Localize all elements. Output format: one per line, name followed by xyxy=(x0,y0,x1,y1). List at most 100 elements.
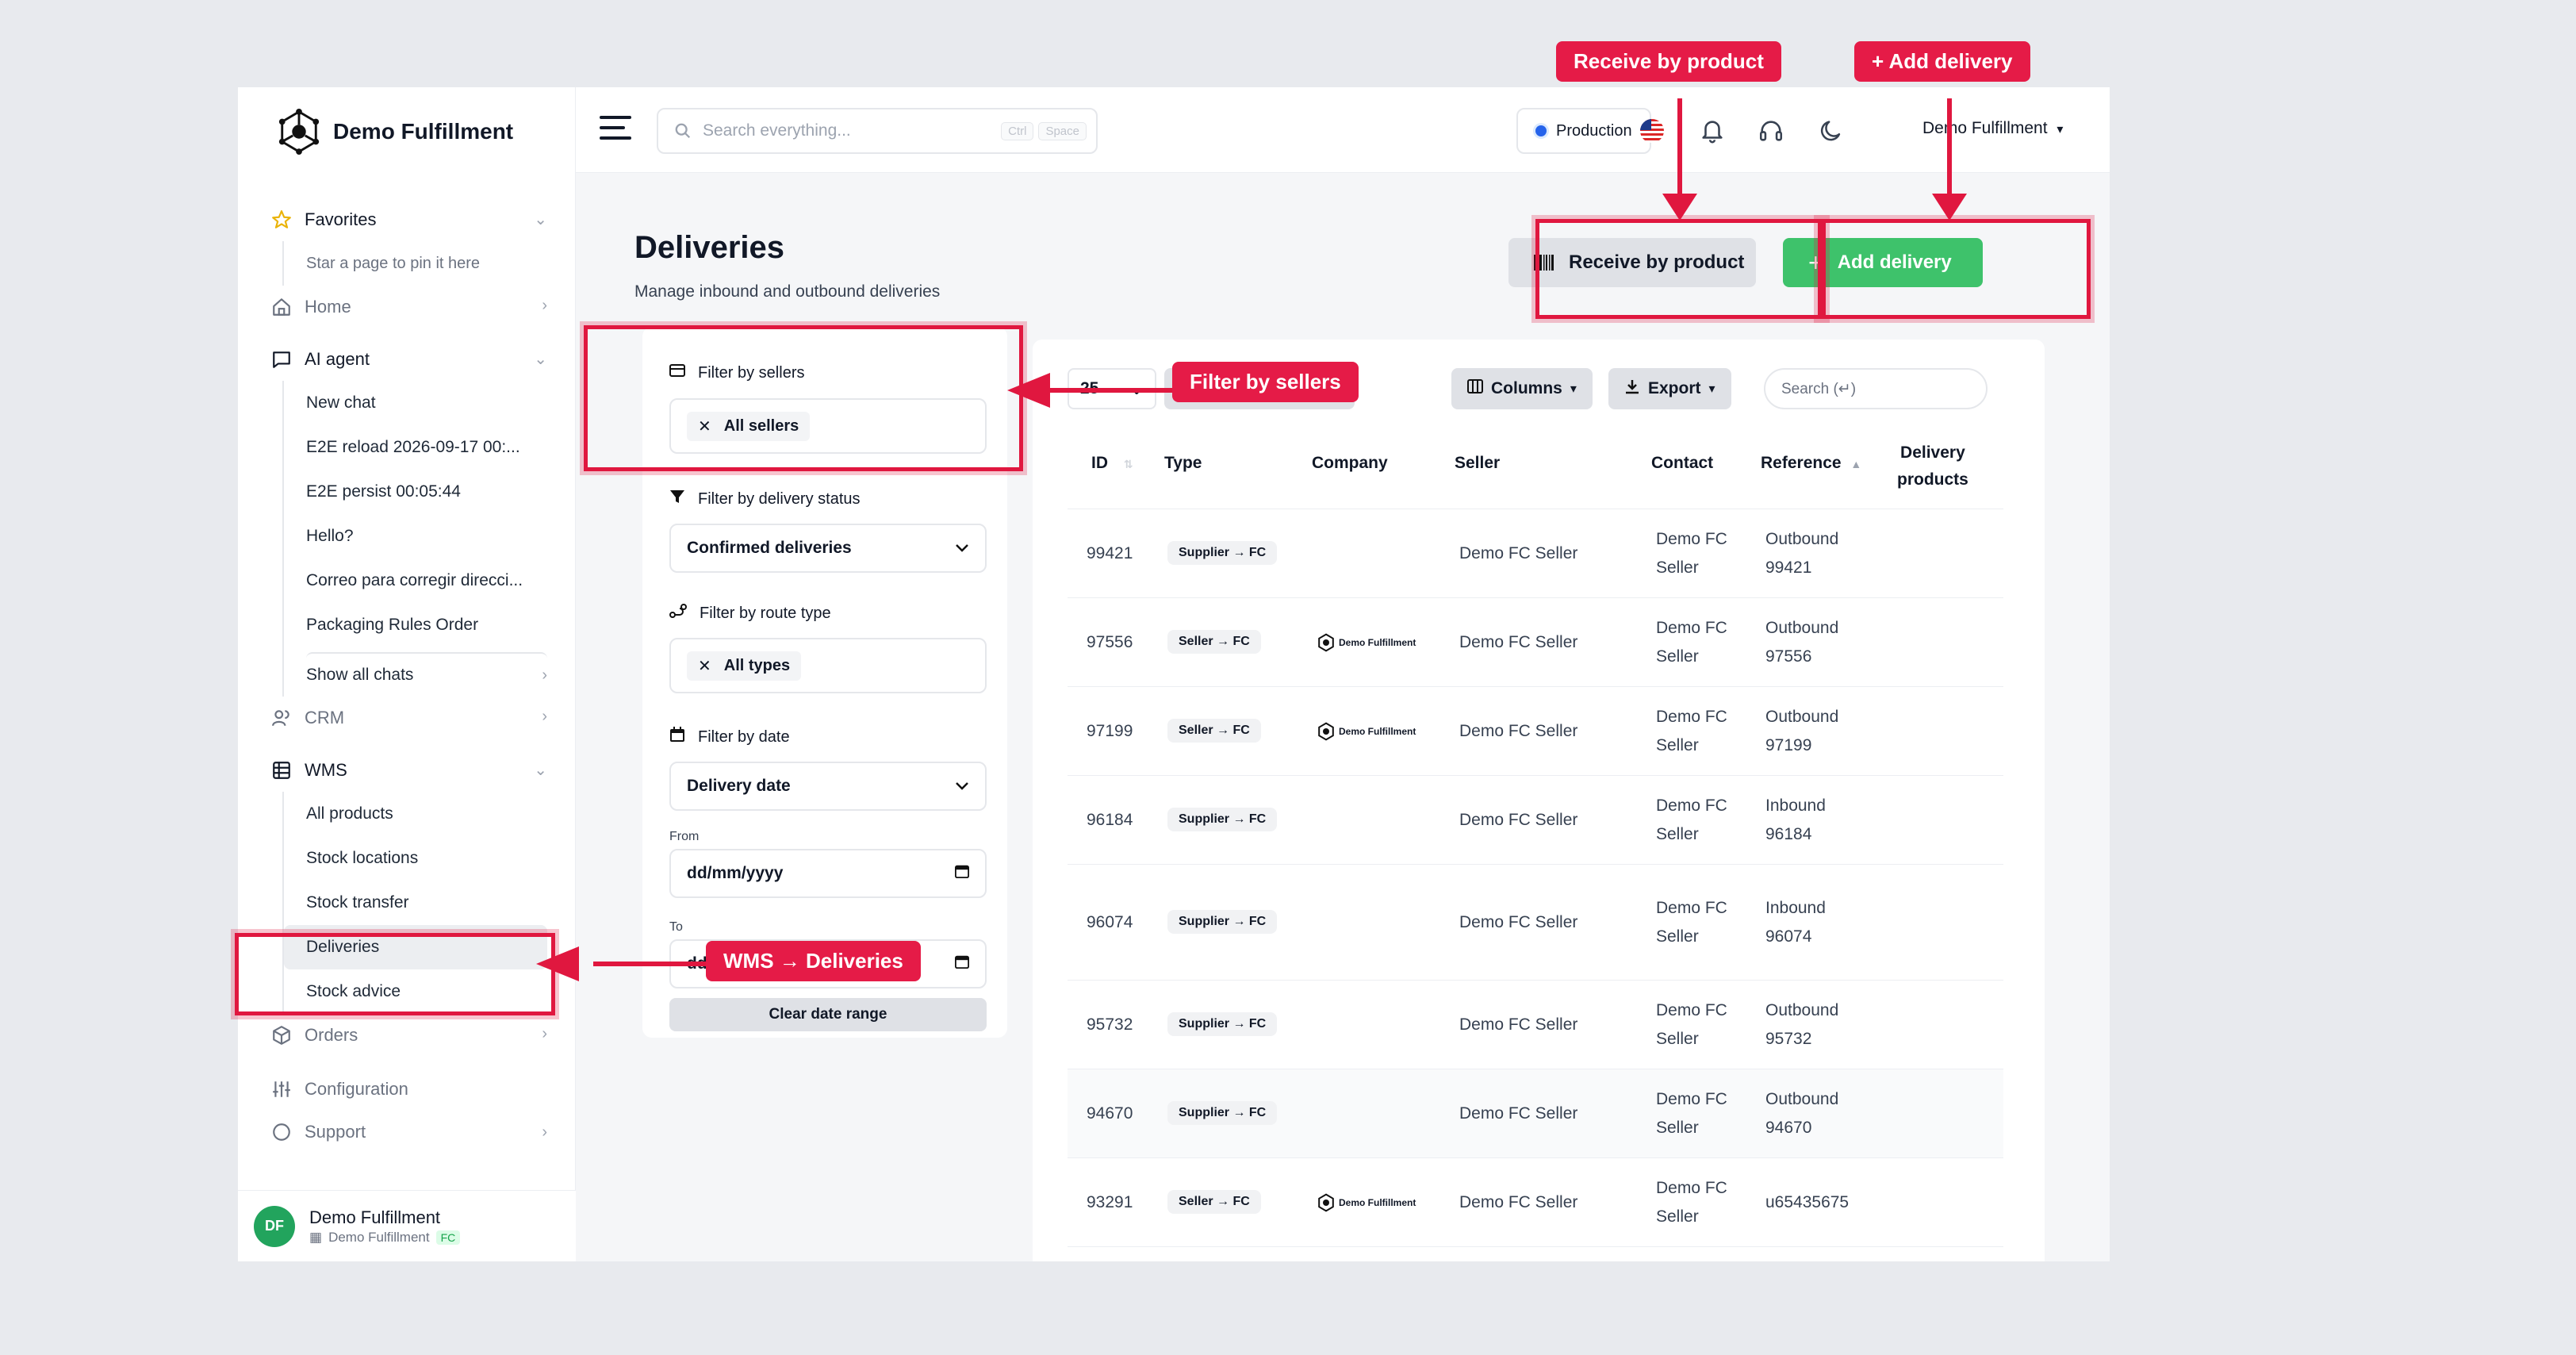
column-header-contact[interactable]: Contact xyxy=(1651,454,1714,472)
sidebar-item-stock-locations[interactable]: Stock locations xyxy=(306,849,419,867)
route-icon xyxy=(669,603,687,624)
footer-account-name: Demo Fulfillment xyxy=(309,1207,441,1227)
cell-reference-line1: Inbound xyxy=(1765,796,1826,815)
cell-type: Seller → FC xyxy=(1167,719,1261,743)
table-row[interactable]: 96074 Supplier → FC Demo FC Seller Demo FC S… xyxy=(1068,865,2003,981)
chat-item[interactable]: Packaging Rules Order xyxy=(306,616,479,634)
chat-item[interactable]: New chat xyxy=(306,393,376,412)
funnel-icon xyxy=(669,489,685,509)
column-header-company[interactable]: Company xyxy=(1312,454,1388,472)
date-type-select[interactable]: Delivery date xyxy=(669,762,987,811)
table-header: ID ⇅ Type Company Seller Contact Referen… xyxy=(1068,427,2003,509)
cell-reference: Outbound 97556 xyxy=(1765,614,1838,671)
route-type-filter-input[interactable]: ✕ All types xyxy=(669,638,987,693)
table-row[interactable]: 96184 Supplier → FC Demo FC Seller Demo FC S… xyxy=(1068,776,2003,865)
table-row[interactable]: 97556 Seller → FC Demo Fulfillment Demo FC … xyxy=(1068,598,2003,687)
column-header-delivery-products[interactable]: Delivery products xyxy=(1897,440,1968,493)
environment-switch[interactable]: Production xyxy=(1516,108,1651,154)
chevron-down-icon: ⌄ xyxy=(534,211,547,228)
headset-icon[interactable] xyxy=(1758,117,1784,144)
cell-contact: Demo FC Seller xyxy=(1656,996,1727,1054)
date-from-input[interactable]: dd/mm/yyyy xyxy=(669,849,987,898)
sidebar-item-stock-advice[interactable]: Stock advice xyxy=(306,982,401,1000)
route-type-chip-label: All types xyxy=(723,656,791,674)
cell-reference-line1: Outbound xyxy=(1765,1001,1839,1019)
sidebar-item-stock-transfer[interactable]: Stock transfer xyxy=(306,893,409,912)
chevron-down-icon xyxy=(955,539,969,558)
moon-icon[interactable] xyxy=(1818,117,1845,144)
company-logo: Demo Fulfillment xyxy=(1317,1193,1416,1212)
table-row[interactable]: 99421 Supplier → FC Demo FC Seller Demo FC S… xyxy=(1068,509,2003,598)
annotation-box-wms xyxy=(235,933,555,1015)
sidebar-item-crm[interactable]: CRM › xyxy=(270,697,547,739)
home-icon xyxy=(270,295,293,319)
table-row[interactable]: 95732 Supplier → FC Demo FC Seller Demo FC S… xyxy=(1068,981,2003,1069)
receive-by-product-button[interactable]: Receive by product xyxy=(1508,238,1756,287)
table-row[interactable]: 94670 Supplier → FC Demo FC Seller Demo FC S… xyxy=(1068,1069,2003,1158)
sellers-filter-input[interactable]: ✕ All sellers xyxy=(669,398,987,454)
account-switcher[interactable]: DF Demo Fulfillment ▦ Demo Fulfillment F… xyxy=(238,1190,576,1261)
table-row[interactable]: 97199 Seller → FC Demo Fulfillment Demo FC … xyxy=(1068,687,2003,776)
cell-contact-line1: Demo FC xyxy=(1656,619,1727,637)
export-button[interactable]: Export ▾ xyxy=(1608,368,1731,409)
sidebar-item-home[interactable]: Home › xyxy=(270,286,547,328)
route-type-chip[interactable]: ✕ All types xyxy=(687,651,802,681)
close-icon[interactable]: ✕ xyxy=(698,657,711,675)
table-search-input[interactable]: Search (↵) xyxy=(1764,368,1988,409)
table-search-placeholder: Search (↵) xyxy=(1781,380,1857,397)
deliveries-table-panel: 25 ⌄ filters Columns ▾ Export ▾ xyxy=(1033,340,2045,1261)
seller-chip[interactable]: ✕ All sellers xyxy=(687,411,811,441)
show-all-chats[interactable]: Show all chats › xyxy=(306,652,547,697)
cell-contact: Demo FC Seller xyxy=(1656,894,1727,951)
kbd-space: Space xyxy=(1038,121,1087,140)
sidebar-item-deliveries[interactable]: Deliveries xyxy=(284,925,547,969)
chat-item[interactable]: Hello? xyxy=(306,527,354,545)
filter-route-title: Filter by route type xyxy=(700,604,831,622)
sidebar-item-ai-agent[interactable]: AI agent ⌄ xyxy=(270,338,547,381)
menu-toggle-icon[interactable] xyxy=(600,116,631,143)
download-icon xyxy=(1624,378,1640,399)
table-row[interactable]: 93291 Seller → FC Demo Fulfillment Demo FC … xyxy=(1068,1158,2003,1247)
columns-button[interactable]: Columns ▾ xyxy=(1451,368,1593,409)
add-delivery-label: Add delivery xyxy=(1837,251,1952,273)
cell-id: 97556 xyxy=(1087,633,1133,651)
cell-seller: Demo FC Seller xyxy=(1459,1104,1578,1123)
sidebar-item-configuration[interactable]: Configuration xyxy=(270,1068,547,1111)
column-header-reference-label: Reference xyxy=(1761,454,1842,472)
cell-id: 97199 xyxy=(1087,722,1133,740)
calendar-picker-icon[interactable] xyxy=(955,954,969,973)
column-header-reference[interactable]: Reference ▲ xyxy=(1761,454,1861,473)
sort-asc-icon[interactable]: ▲ xyxy=(1850,458,1862,470)
column-header-seller[interactable]: Seller xyxy=(1455,454,1501,472)
sidebar-item-all-products[interactable]: All products xyxy=(306,804,393,823)
chat-item[interactable]: Correo para corregir direcci... xyxy=(306,571,523,589)
clear-date-range-button[interactable]: Clear date range xyxy=(669,998,987,1031)
sidebar-item-support[interactable]: Support › xyxy=(270,1120,547,1144)
company-logo: Demo Fulfillment xyxy=(1317,633,1416,652)
delivery-status-select[interactable]: Confirmed deliveries xyxy=(669,524,987,573)
company-logo-text: Demo Fulfillment xyxy=(1339,726,1416,737)
sidebar-item-favorites[interactable]: Favorites ⌄ xyxy=(270,198,547,241)
account-menu[interactable]: Demo Fulfillment ▾ xyxy=(1922,119,2063,138)
box-icon xyxy=(270,1023,293,1047)
chat-item[interactable]: E2E persist 00:05:44 xyxy=(306,482,461,501)
environment-dot-icon xyxy=(1535,125,1547,136)
column-header-type[interactable]: Type xyxy=(1164,454,1202,472)
close-icon[interactable]: ✕ xyxy=(698,417,711,436)
cell-type: Seller → FC xyxy=(1167,1190,1261,1214)
us-flag-icon[interactable] xyxy=(1639,117,1666,144)
calendar-picker-icon[interactable] xyxy=(955,864,969,883)
search-shortcut: Ctrl Space xyxy=(1001,121,1087,140)
bell-icon[interactable] xyxy=(1699,117,1726,144)
column-header-id[interactable]: ID ⇅ xyxy=(1091,454,1133,473)
company-logo-text: Demo Fulfillment xyxy=(1339,1197,1416,1208)
sidebar-item-orders[interactable]: Orders › xyxy=(270,1014,547,1057)
chat-item[interactable]: E2E reload 2026-09-17 00:... xyxy=(306,438,520,456)
global-search-input[interactable]: Search everything... Ctrl Space xyxy=(657,108,1098,154)
brand-logo[interactable]: Demo Fulfillment xyxy=(276,108,513,155)
environment-label: Production xyxy=(1556,121,1632,140)
sort-icon[interactable]: ⇅ xyxy=(1123,458,1133,470)
annotation-label-wms: WMS → Deliveries xyxy=(706,941,921,981)
add-delivery-button[interactable]: + Add delivery xyxy=(1783,238,1983,287)
sidebar-item-wms[interactable]: WMS ⌄ xyxy=(270,749,547,792)
